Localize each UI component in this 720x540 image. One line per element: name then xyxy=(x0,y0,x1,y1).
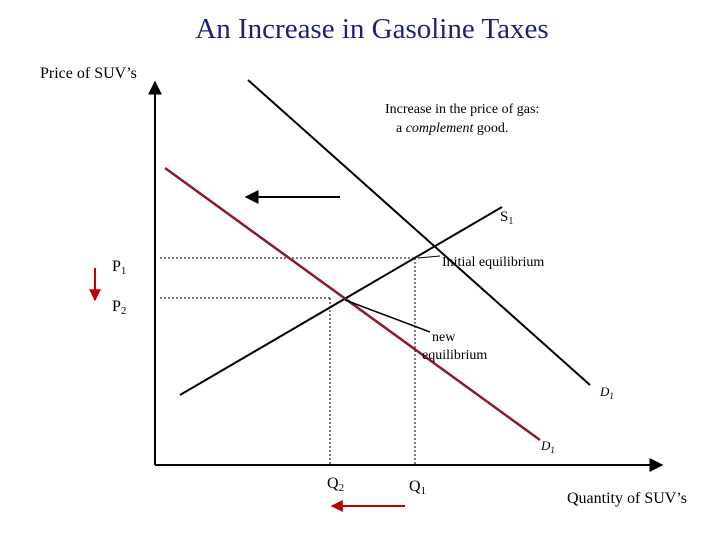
init-eq-pointer xyxy=(417,255,441,259)
label-main: D xyxy=(540,438,551,453)
label-sub: 1 xyxy=(508,216,513,227)
q2-label: Q2 xyxy=(327,475,344,494)
p2-label: P2 xyxy=(112,298,126,317)
label-main: Q xyxy=(327,475,339,492)
annotation: Increase in the price of gas: xyxy=(385,102,539,117)
annotation: a complement good. xyxy=(396,121,508,136)
label-main: D xyxy=(599,384,610,399)
new-equilibrium-label: equilibrium xyxy=(422,348,487,363)
x-axis-label: Quantity of SUV’s xyxy=(567,490,687,507)
supply-curve xyxy=(179,206,503,396)
label-main: P xyxy=(112,298,121,315)
label-sub: 1 xyxy=(121,265,127,277)
label-sub: 2 xyxy=(339,482,345,494)
label-sub: 1 xyxy=(421,485,427,497)
annotation-part: good. xyxy=(473,121,508,136)
supply-label: S1 xyxy=(500,209,513,227)
annotation-emphasis: complement xyxy=(406,121,475,136)
label-sub: 1 xyxy=(609,391,614,401)
demand-new xyxy=(164,166,541,442)
title: An Increase in Gasoline Taxes xyxy=(195,13,548,45)
label-main: Q xyxy=(409,478,421,495)
initial-equilibrium-label: Initial equilibrium xyxy=(442,255,544,270)
new-eq-pointer xyxy=(344,299,431,333)
label-main: S xyxy=(500,209,508,225)
label-sub: 2 xyxy=(121,305,127,317)
label-main: P xyxy=(112,258,121,275)
new-equilibrium-label: new xyxy=(432,330,456,345)
p1-label: P1 xyxy=(112,258,126,277)
demand-new-label: D1 xyxy=(540,438,555,455)
label-sub: 1 xyxy=(550,445,555,455)
q1-label: Q1 xyxy=(409,478,426,497)
annotation-part: a xyxy=(396,121,406,136)
demand-initial xyxy=(247,79,591,386)
y-axis-label: Price of SUV’s xyxy=(40,65,137,82)
demand-initial-label: D1 xyxy=(599,384,614,401)
